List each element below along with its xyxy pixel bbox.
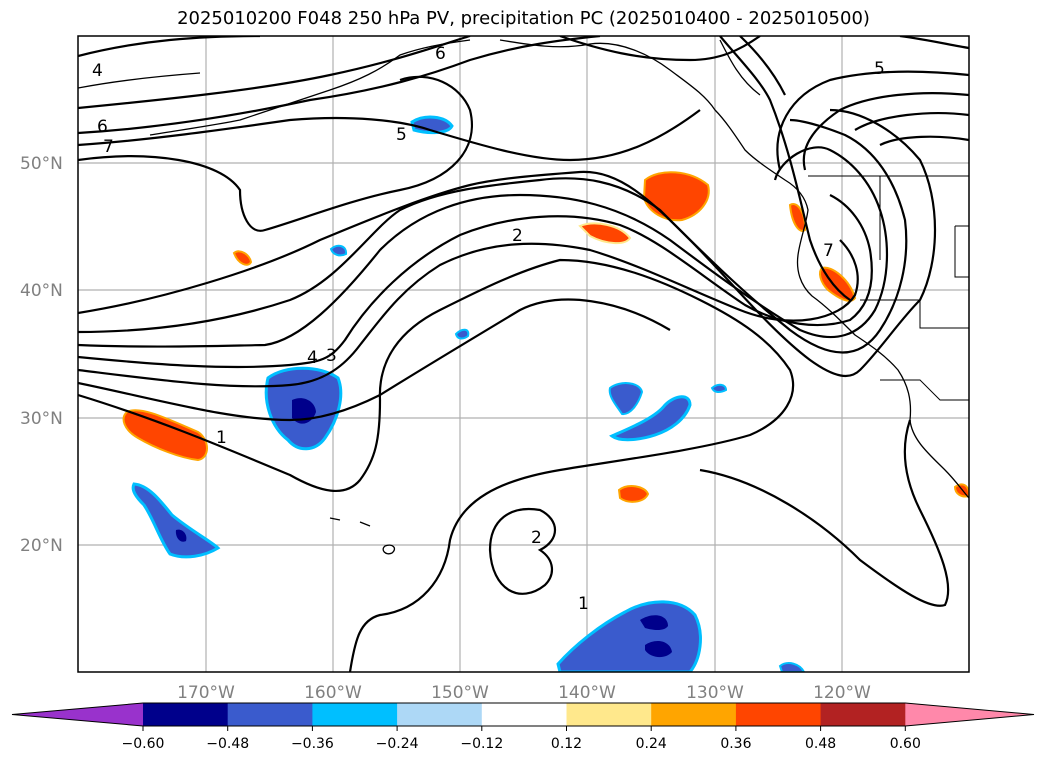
- contour-label: 4: [92, 61, 103, 81]
- lon-tick-label: 130°W: [686, 683, 744, 703]
- lon-tick-label: 140°W: [558, 683, 616, 703]
- lat-tick-label: 50°N: [20, 154, 63, 174]
- colorbar-segment: [397, 703, 483, 726]
- colorbar-segment: [143, 703, 229, 726]
- colorbar-segment: [227, 703, 313, 726]
- colorbar-segment: [735, 703, 822, 726]
- gridlines: [78, 36, 969, 672]
- colorbar-tick-label: 0.24: [636, 736, 667, 752]
- lat-tick-label: 20°N: [20, 536, 63, 556]
- colorbar-tick-label: −0.60: [122, 736, 165, 752]
- contour-label: 7: [103, 137, 114, 157]
- precip-areas: [122, 115, 969, 672]
- precip-negative-area: [131, 482, 221, 559]
- colorbar-tick-label: −0.24: [376, 736, 419, 752]
- colorbar-tick-label: −0.48: [206, 736, 249, 752]
- precip-negative-area: [609, 395, 692, 442]
- colorbar-tick-label: 0.48: [805, 736, 836, 752]
- precip-negative-area: [454, 328, 470, 340]
- contour-label: 5: [396, 125, 407, 145]
- colorbar-tick-label: −0.12: [460, 736, 503, 752]
- lat-axis: 50°N 40°N 30°N 20°N: [20, 154, 63, 556]
- lon-axis: 170°W 160°W 150°W 140°W 130°W 120°W: [177, 683, 871, 703]
- contour-label: 7: [823, 241, 834, 261]
- colorbar: [11, 702, 1035, 727]
- colorbar-segment: [651, 703, 737, 726]
- colorbar-segment: [312, 703, 398, 726]
- precip-negative-area: [710, 383, 728, 394]
- map-title: 2025010200 F048 250 hPa PV, precipitatio…: [177, 8, 870, 29]
- precip-positive-area: [578, 222, 632, 244]
- lat-tick-label: 30°N: [20, 409, 63, 429]
- contour-label: 6: [97, 117, 108, 137]
- colorbar-extend-max: [905, 703, 1034, 726]
- precip-negative-area: [329, 244, 348, 257]
- map-frame: [77, 35, 970, 673]
- colorbar-tick-label: 0.60: [890, 736, 921, 752]
- pv-contours: [78, 36, 969, 672]
- contour-label: 4: [307, 348, 318, 368]
- colorbar-segment: [566, 703, 652, 726]
- colorbar-tick-label: −0.36: [291, 736, 334, 752]
- precip-negative-area: [640, 615, 668, 630]
- precip-negative-area: [645, 640, 672, 658]
- contour-label: 5: [874, 59, 885, 79]
- precip-positive-area: [617, 485, 650, 503]
- colorbar-tick-labels: −0.60 −0.48 −0.36 −0.24 −0.12 0.12 0.24 0.36 0.4…: [122, 726, 921, 752]
- precip-positive-area: [788, 203, 807, 232]
- contour-label: 1: [578, 594, 589, 614]
- precip-negative-area: [608, 382, 644, 416]
- contour-label: 6: [435, 44, 446, 64]
- lon-tick-label: 150°W: [431, 683, 489, 703]
- colorbar-segment: [820, 703, 906, 726]
- precip-positive-area: [819, 266, 857, 302]
- map-plot-area: 4 6 7 5 6 2 4 3 1 2 1 5 7: [78, 36, 969, 672]
- lat-tick-label: 40°N: [20, 281, 63, 301]
- contour-label: 2: [512, 226, 523, 246]
- contour-label: 2: [531, 528, 542, 548]
- precip-negative-area: [778, 662, 806, 672]
- precip-negative-area: [292, 398, 316, 424]
- contour-labels: 4 6 7 5 6 2 4 3 1 2 1 5 7: [92, 44, 885, 614]
- precip-positive-area: [642, 171, 710, 222]
- precip-positive-area: [122, 409, 208, 462]
- lon-tick-label: 170°W: [177, 683, 235, 703]
- colorbar-extend-min: [12, 703, 143, 726]
- precip-negative-area: [175, 529, 187, 542]
- colorbar-tick-label: 0.12: [551, 736, 582, 752]
- contour-label: 1: [216, 428, 227, 448]
- colorbar-segment: [481, 703, 567, 726]
- precip-negative-area: [410, 115, 454, 135]
- colorbar-tick-label: 0.36: [720, 736, 751, 752]
- precip-positive-area: [232, 250, 253, 266]
- contour-label: 3: [326, 346, 337, 366]
- lon-tick-label: 160°W: [304, 683, 362, 703]
- lon-tick-label: 120°W: [813, 683, 871, 703]
